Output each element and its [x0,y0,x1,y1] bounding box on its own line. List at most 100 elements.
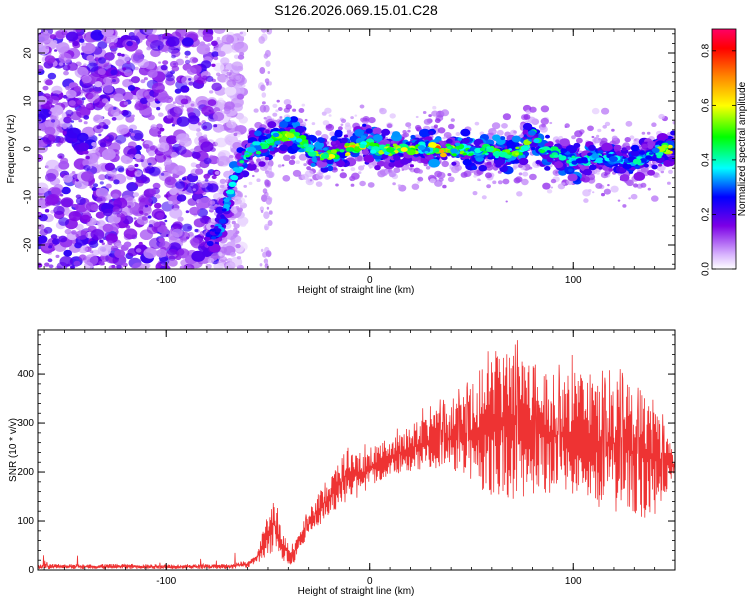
noise-blob [160,266,166,269]
noise-blob [259,263,263,267]
noise-blob [78,119,83,123]
ridge-halo-blob [411,183,420,190]
ridge-core-blob [328,154,336,159]
noise-blob [83,247,89,252]
ridge-blob [630,149,640,157]
ridge-core-blob [462,152,467,156]
ridge-blob [553,161,564,169]
ridge-core-blob [553,154,559,158]
noise-blob [76,99,83,105]
x-tick-label: -100 [156,576,176,587]
colorbar-ticks: 0.0 0.2 0.4 0.6 0.8 [701,43,736,276]
noise-blob [112,79,116,83]
noise-blob [221,34,235,45]
ridge-core-blob [649,152,654,155]
ridge-blob [372,127,382,135]
noise-blob [95,211,105,219]
ridge-blob [372,134,383,142]
y-tick-label: 0 [28,565,34,576]
ridge-blob [601,142,613,152]
ridge-core-blob [546,150,551,153]
ridge-halo-blob [434,170,442,178]
noise-blob [175,113,180,117]
ridge-blob [460,128,471,137]
ridge-halo-blob [417,176,424,182]
ridge-blob [360,135,367,140]
noise-blob [158,61,162,64]
noise-blob [75,29,82,33]
noise-blob [85,201,99,212]
ridge-halo-blob [516,191,523,197]
noise-blob [173,105,184,114]
ridge-core-blob [234,167,243,173]
ridge-blob [559,138,570,147]
noise-blob [151,82,165,94]
noise-blob [135,248,142,253]
noise-blob [199,215,210,224]
ridge-halo-blob [405,122,412,128]
ridge-core-blob [274,140,281,145]
ridge-blob [388,162,395,168]
ridge-blob [215,206,226,215]
colorbar-label: Normalized spectral amplitude [737,81,748,216]
ridge-core-blob [345,147,353,152]
noise-blob [182,223,193,232]
ridge-halo-blob [218,246,228,254]
ridge-halo-blob [651,195,659,202]
ridge-halo-blob [428,114,432,118]
noise-blob [181,177,187,181]
noise-blob [264,223,270,231]
y-tick-label: 0 [23,146,34,152]
noise-blob [58,235,68,243]
noise-blob [211,82,222,92]
ridge-halo-blob [625,120,633,127]
noise-blob [198,29,202,33]
ridge-halo-blob [442,184,447,189]
ridge-halo-blob [425,166,431,170]
spectrogram-ylabel: Frequency (Hz) [6,115,17,184]
ridge-blob [583,168,592,176]
noise-blob [134,163,139,168]
noise-blob [150,124,157,130]
noise-blob [200,141,214,152]
ridge-blob [334,129,343,136]
ridge-halo-blob [281,164,285,167]
ridge-halo-blob [529,173,537,181]
noise-blob [112,193,119,199]
noise-blob [123,228,138,240]
ridge-blob [267,121,277,129]
noise-blob [105,136,109,140]
noise-blob [126,40,133,47]
noise-blob [150,40,164,51]
noise-blob [215,137,228,148]
noise-blob [65,86,71,91]
noise-blob [156,212,165,219]
ridge-halo-blob [561,182,566,186]
ridge-halo-blob [629,135,635,140]
ridge-halo-blob [473,174,477,178]
noise-blob [133,217,137,220]
ridge-halo-blob [539,125,548,133]
ridge-halo-blob [315,130,322,136]
noise-blob [117,52,122,57]
ridge-halo-blob [415,115,419,119]
ridge-core-blob [330,149,337,154]
ridge-core-blob [339,149,345,153]
ridge-halo-blob [646,131,651,135]
noise-blob [45,172,57,182]
ridge-halo-blob [502,113,511,121]
ridge-blob [588,144,596,151]
ridge-core-blob [440,152,447,158]
noise-blob [101,242,106,246]
noise-blob [192,188,196,191]
ridge-halo-blob [354,114,358,117]
noise-blob [42,85,49,91]
noise-blob [47,258,53,263]
noise-blob [171,169,177,174]
ridge-blob [471,165,478,171]
ridge-blob [619,167,626,173]
ridge-core-blob [424,151,429,154]
ridge-halo-blob [529,106,537,113]
ridge-halo-blob [546,189,553,194]
noise-blob [58,52,72,64]
